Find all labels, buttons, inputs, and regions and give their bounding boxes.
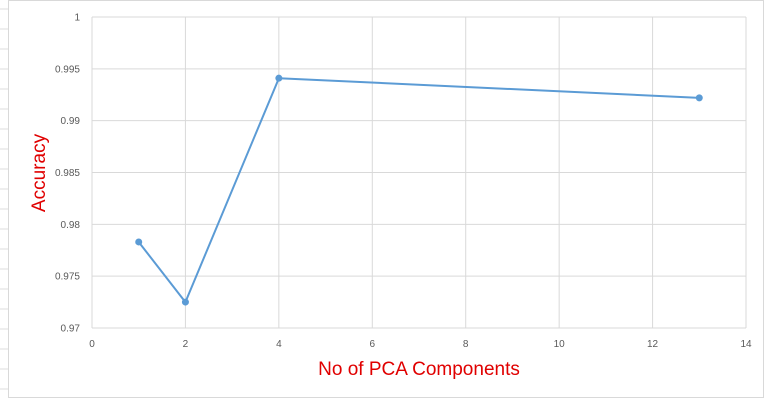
x-tick-label: 0 bbox=[89, 339, 95, 350]
series-layer bbox=[135, 74, 703, 306]
y-tick-label: 0.975 bbox=[55, 272, 80, 283]
x-tick-label: 14 bbox=[740, 339, 752, 350]
x-tick-label: 4 bbox=[276, 339, 282, 350]
data-point[interactable] bbox=[695, 94, 703, 102]
x-tick-label: 12 bbox=[647, 339, 659, 350]
y-tick-label: 0.995 bbox=[55, 64, 80, 75]
y-axis-title: Accuracy bbox=[29, 133, 50, 212]
y-tick-label: 0.99 bbox=[61, 116, 81, 127]
y-tick-label: 1 bbox=[74, 13, 80, 24]
x-tick-label: 6 bbox=[370, 339, 376, 350]
x-axis-tick-labels: 0 2 4 6 8 10 12 14 bbox=[89, 339, 752, 350]
y-tick-label: 0.97 bbox=[61, 324, 81, 335]
line-chart: 0 2 4 6 8 10 12 14 0.97 0.975 0.98 0.985 0.99 0.995 1… bbox=[29, 13, 752, 381]
x-tick-label: 10 bbox=[554, 339, 566, 350]
x-axis-title: No of PCA Components bbox=[318, 359, 520, 380]
x-tick-label: 8 bbox=[463, 339, 469, 350]
gridlines bbox=[91, 16, 747, 329]
y-tick-label: 0.985 bbox=[55, 168, 80, 179]
data-point[interactable] bbox=[275, 74, 283, 82]
data-point[interactable] bbox=[135, 238, 143, 246]
x-tick-label: 2 bbox=[183, 339, 189, 350]
y-axis-tick-labels: 0.97 0.975 0.98 0.985 0.99 0.995 1 bbox=[55, 13, 80, 335]
y-tick-label: 0.98 bbox=[61, 220, 81, 231]
data-point[interactable] bbox=[181, 298, 189, 306]
series-line bbox=[137, 77, 700, 304]
chart-area[interactable]: 0 2 4 6 8 10 12 14 0.97 0.975 0.98 0.985 0.99 0.995 1… bbox=[8, 0, 764, 398]
